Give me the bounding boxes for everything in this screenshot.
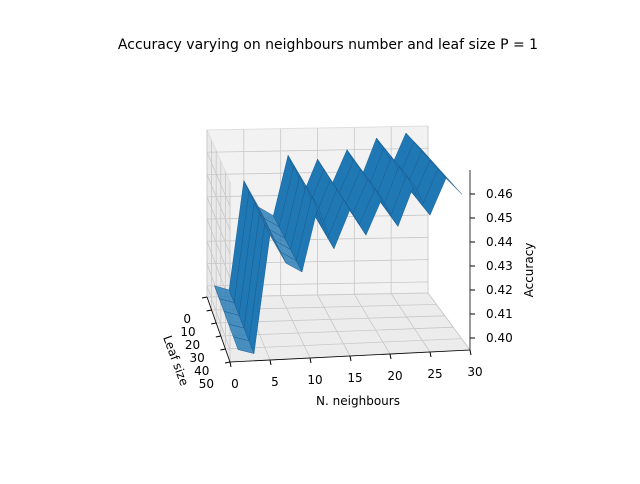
grid-line [427, 292, 471, 351]
axis-line [206, 296, 231, 363]
y-tick [215, 335, 221, 338]
x-tick-label: 30 [467, 365, 482, 379]
z-tick-label: 0.43 [486, 259, 513, 273]
grid-line [206, 147, 429, 153]
x-tick [269, 359, 272, 366]
surface-cell [437, 169, 463, 195]
grid-line [206, 285, 231, 351]
x-axis-label: N. neighbours [316, 394, 400, 408]
grid-line [206, 152, 231, 207]
x-tick-label: 15 [347, 371, 362, 385]
z-tick-label: 0.40 [486, 331, 513, 345]
y-tick-label: 50 [199, 377, 214, 391]
chart-title: Accuracy varying on neighbours number an… [118, 37, 538, 53]
z-tick-label: 0.41 [486, 307, 513, 321]
x-tick-label: 25 [427, 367, 442, 381]
x-tick [469, 349, 472, 356]
x-tick [389, 353, 392, 360]
x-tick [429, 351, 432, 358]
y-tick [220, 348, 226, 351]
grid-line [353, 294, 391, 355]
x-tick [229, 361, 232, 368]
z-axis-label: Accuracy [522, 243, 536, 298]
z-tick-label: 0.44 [486, 235, 513, 249]
y-tick [206, 309, 212, 312]
y-tick-label: 0 [183, 312, 191, 326]
y-tick [211, 322, 217, 325]
grid-line [280, 295, 311, 359]
y-tick [201, 296, 208, 299]
x-tick [309, 357, 312, 364]
grid-line [390, 293, 431, 353]
x-tick-label: 20 [387, 369, 402, 383]
x-tick [349, 355, 352, 362]
y-tick [224, 361, 231, 364]
x-tick-label: 5 [271, 375, 279, 389]
grid-line [206, 196, 231, 255]
z-tick-label: 0.45 [486, 211, 513, 225]
grid-line [220, 326, 454, 337]
grid-line [206, 218, 231, 279]
grid-line [225, 338, 462, 350]
y-tick-label: 30 [190, 351, 205, 365]
x-tick-label: 0 [231, 377, 239, 391]
y-tick-label: 40 [194, 364, 209, 378]
grid-line [317, 294, 351, 357]
z-tick-label: 0.42 [486, 283, 513, 297]
grid-line [206, 174, 231, 231]
y-tick-label: 10 [180, 325, 195, 339]
x-tick-label: 10 [307, 373, 322, 387]
z-tick-label: 0.46 [486, 187, 513, 201]
y-tick-label: 20 [185, 338, 200, 352]
